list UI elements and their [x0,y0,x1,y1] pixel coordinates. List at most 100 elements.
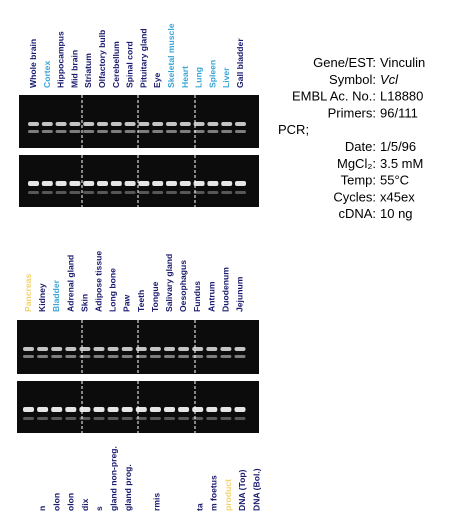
band [149,355,161,358]
info-value: Vcl [380,72,399,87]
band [28,181,39,186]
band [51,355,63,358]
lane-label: m foetus [209,475,219,511]
band [179,181,191,186]
lane-label: Adipose tissue [94,251,104,312]
band [193,130,205,133]
lane-label: Antrum [206,281,216,312]
info-label: Cycles: [333,189,376,204]
band [166,181,177,186]
band [192,417,204,420]
band [135,407,147,412]
band [135,417,147,420]
band [83,130,95,133]
band [152,130,164,133]
lane-label: product [223,479,233,511]
band [41,122,53,126]
lane-label: Tongue [150,281,160,312]
band [179,122,191,126]
lane-label: Bladder [51,279,61,312]
band [83,181,95,186]
lane-label: gland prog. [123,464,133,511]
lane-label: Salivary gland [164,254,174,312]
band [23,355,34,358]
lane-label: n [37,506,47,511]
lane-label: Skeletal muscle [166,23,176,88]
info-label: Gene/EST: [313,55,376,70]
band [135,347,147,351]
band [206,355,218,358]
band [110,130,122,133]
band [37,417,49,420]
band [235,191,246,194]
band [110,181,122,186]
band [107,347,119,351]
info-value: 10 ng [380,206,413,221]
band [121,347,133,351]
band [221,130,233,133]
lane-label: Olfactory bulb [97,30,107,88]
band [193,122,205,126]
info-value: x45ex [380,189,415,204]
lane-label: gland non-preg. [109,446,119,511]
band [28,191,39,194]
band [192,355,204,358]
band [124,191,136,194]
lane-label: Pituitary gland [138,28,148,88]
band [192,407,204,412]
info-label: Date: [345,139,376,154]
band [206,417,218,420]
band [23,347,34,351]
band [220,407,232,412]
lane-label: DNA (Top) [237,469,247,511]
band [178,407,190,412]
band [149,417,161,420]
band [152,122,164,126]
band [41,181,53,186]
band [234,347,246,351]
band [178,417,190,420]
band [28,130,39,133]
band [23,417,34,420]
band [193,181,205,186]
band [107,355,119,358]
lane-label: Fundus [192,281,202,312]
band [152,181,164,186]
band [207,181,219,186]
lane-label: Teeth [136,290,146,312]
band [110,122,122,126]
band [69,130,81,133]
band [93,417,105,420]
info-value: L18880 [380,89,423,104]
band [65,417,77,420]
lane-label: Spinal cord [125,41,135,88]
band [138,122,150,126]
lane-label: Heart [180,66,190,88]
lane-label: olon [66,493,76,511]
band [235,122,246,126]
band [166,130,177,133]
band [138,130,150,133]
band [51,347,63,351]
band [149,407,161,412]
band [121,417,133,420]
band [93,355,105,358]
info-label: MgCl₂: [337,156,376,171]
info-label: Primers: [328,105,376,120]
lane-label: Duodenum [220,267,230,312]
band [207,130,219,133]
band [51,407,63,412]
band [97,181,108,186]
band [164,417,175,420]
info-value: 1/5/96 [380,139,416,154]
band [37,347,49,351]
band [220,417,232,420]
lane-label: Hippocampus [56,31,66,88]
band [97,130,108,133]
lane-label: Oesophagus [178,260,188,312]
band [65,355,77,358]
band [166,122,177,126]
band [164,355,175,358]
band [152,191,164,194]
info-value: 55°C [380,173,409,188]
